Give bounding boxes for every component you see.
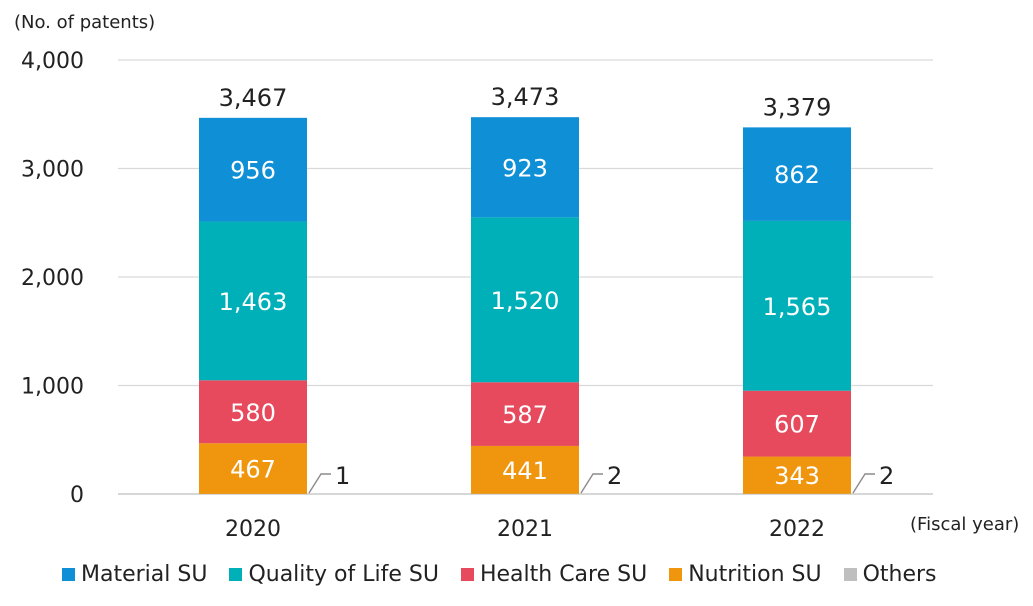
bar-segment-material-su <box>743 127 851 221</box>
total-label: 3,473 <box>491 83 560 111</box>
x-tick-label: 2022 <box>769 517 825 542</box>
legend-item: Others <box>843 562 937 587</box>
total-label: 3,467 <box>219 84 288 112</box>
legend-label: Material SU <box>81 562 208 587</box>
data-label: 441 <box>502 457 548 485</box>
legend-label: Quality of Life SU <box>248 562 439 587</box>
total-label: 3,379 <box>763 93 832 121</box>
bar-segment-material-su <box>471 117 579 218</box>
bar-segment-health-care-su <box>471 382 579 446</box>
data-label: 467 <box>230 456 276 484</box>
x-unit-label: (Fiscal year) <box>910 514 1020 535</box>
data-label: 862 <box>774 161 820 189</box>
legend: Material SU Quality of Life SU Health Care… <box>62 562 937 587</box>
bar-segment-quality-of-life-su <box>743 220 851 391</box>
data-label: 1,463 <box>219 288 288 316</box>
legend-label: Health Care SU <box>479 562 648 587</box>
others-leader-line <box>308 473 331 494</box>
x-tick-label: 2020 <box>225 517 281 542</box>
bar-segment-health-care-su <box>743 390 851 457</box>
y-unit-label: (No. of patents) <box>14 12 156 33</box>
y-tick-label: 2,000 <box>21 266 84 291</box>
legend-item: Material SU <box>62 562 207 587</box>
bar-segment-others <box>743 493 851 495</box>
data-label: 607 <box>774 411 820 439</box>
others-data-label: 1 <box>335 462 350 490</box>
legend-swatch <box>229 568 243 581</box>
bar-segment-quality-of-life-su <box>471 217 579 383</box>
legend-swatch <box>669 568 683 581</box>
y-tick-label: 0 <box>70 483 84 508</box>
legend-item: Nutrition SU <box>669 562 822 587</box>
bar-segment-nutrition-su <box>743 456 851 494</box>
bar-segment-material-su <box>199 117 307 222</box>
others-data-label: 2 <box>879 462 894 490</box>
others-leader-line <box>852 473 875 494</box>
y-tick-label: 1,000 <box>21 375 84 400</box>
bar-segment-others <box>471 493 579 495</box>
bar-segment-others <box>199 493 307 495</box>
data-label: 587 <box>502 401 548 429</box>
others-leader-line <box>580 473 603 494</box>
data-label: 580 <box>230 399 276 427</box>
legend-item: Health Care SU <box>460 562 648 587</box>
data-label: 1,520 <box>491 287 560 315</box>
data-label: 956 <box>230 157 276 185</box>
y-tick-label: 4,000 <box>21 49 84 74</box>
others-data-label: 2 <box>607 462 622 490</box>
bar-segment-nutrition-su <box>199 443 307 494</box>
bar-segment-quality-of-life-su <box>199 221 307 381</box>
bar-segment-nutrition-su <box>471 445 579 494</box>
data-label: 343 <box>774 462 820 490</box>
legend-swatch <box>460 568 474 581</box>
legend-swatch <box>62 568 75 581</box>
legend-swatch <box>843 568 857 581</box>
x-tick-label: 2021 <box>497 517 553 542</box>
bar-segment-health-care-su <box>199 380 307 444</box>
legend-label: Others <box>862 562 937 587</box>
legend-label: Nutrition SU <box>688 562 822 587</box>
data-label: 1,565 <box>763 293 832 321</box>
data-label: 923 <box>502 154 548 182</box>
legend-item: Quality of Life SU <box>229 562 439 587</box>
y-tick-label: 3,000 <box>21 158 84 183</box>
